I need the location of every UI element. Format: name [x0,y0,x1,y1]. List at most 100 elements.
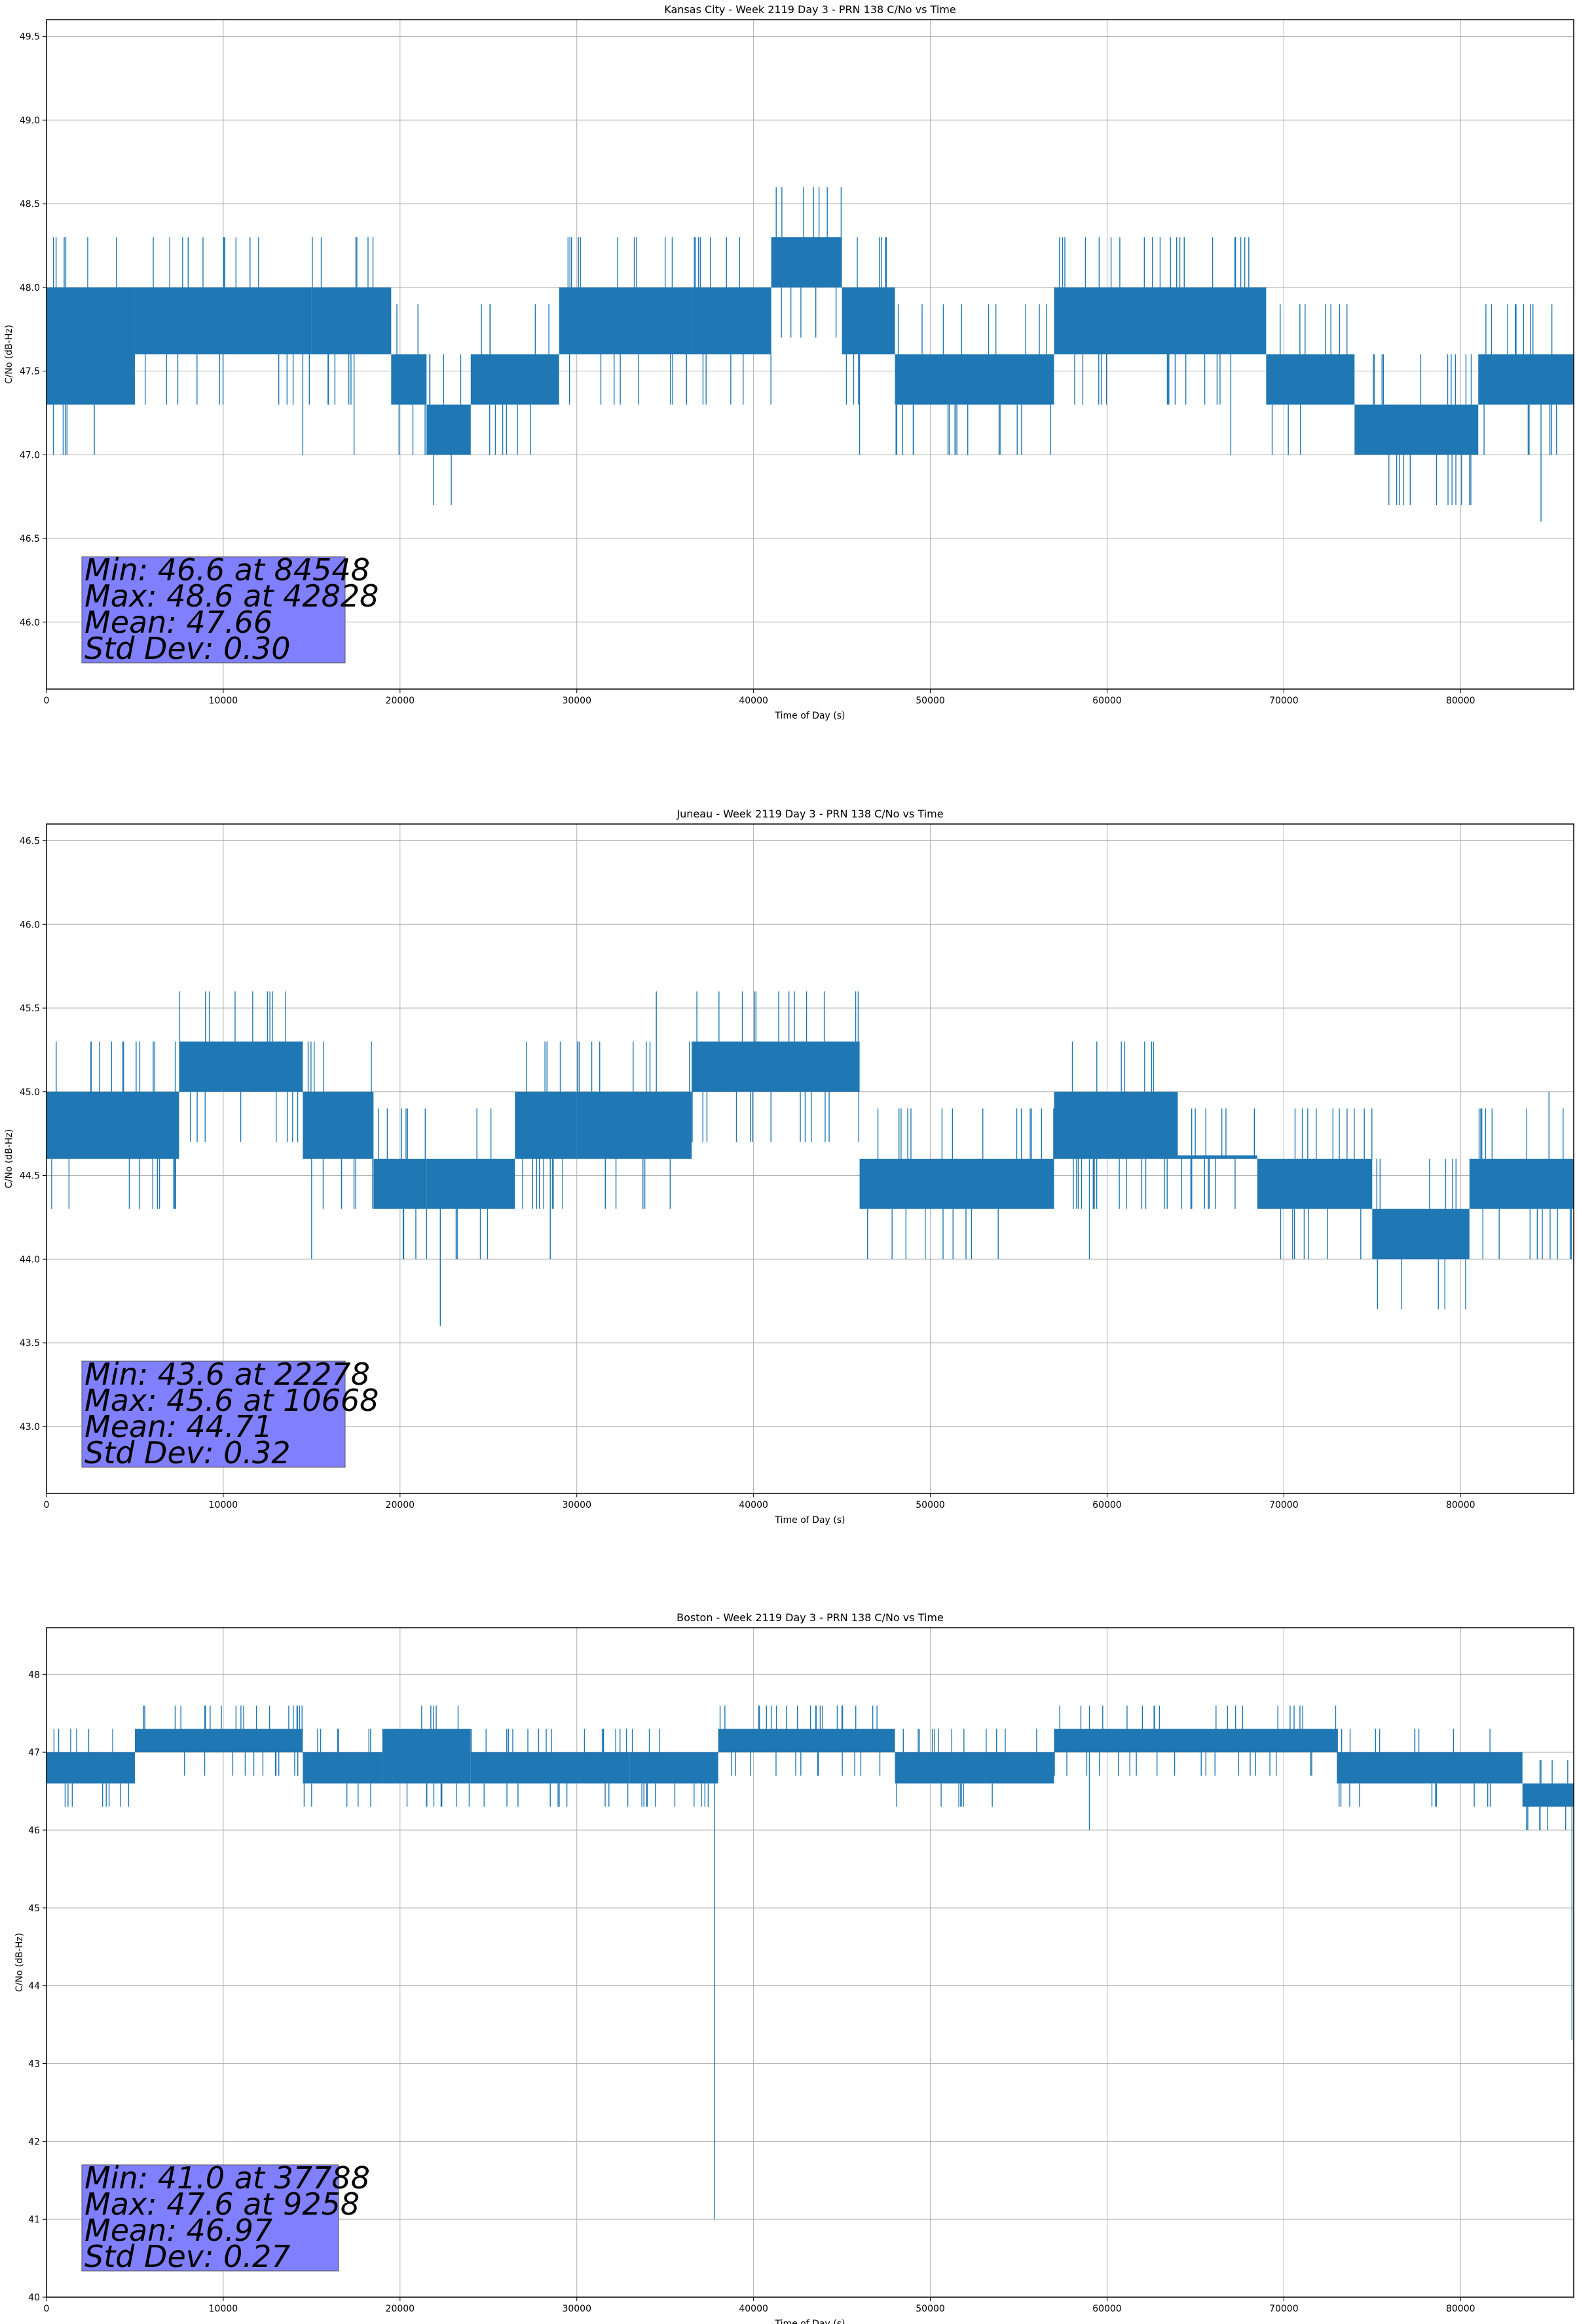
x-tick-label: 80000 [1446,1500,1475,1510]
data-band [426,1108,515,1260]
band-fill [692,1041,860,1092]
data-band [1522,1760,1574,1830]
stats-box-bg [81,556,346,664]
band-fill [718,1729,895,1753]
data-band [1372,1159,1470,1309]
x-axis-label: Time of Day (s) [775,2319,845,2324]
data-band [1054,1705,1337,1776]
band-fill [134,1729,303,1753]
band-fill [1054,1729,1337,1753]
y-tick-label: 48.5 [20,199,40,210]
band-fill [391,354,427,405]
band-fill [895,354,1054,405]
data-band [771,187,842,338]
band-fill [1054,1091,1178,1159]
band-fill [1054,287,1267,354]
stats-std: Std Dev: 0.32 [84,1435,291,1471]
data-band [629,1729,718,1807]
x-tick-label: 60000 [1092,1500,1122,1510]
data-band [373,1108,427,1260]
data-band [179,991,303,1142]
chart-title: Boston - Week 2119 Day 3 - PRN 138 C/No … [677,1611,944,1624]
x-tick-label: 60000 [1092,2304,1122,2314]
data-band [842,237,895,405]
x-tick-label: 50000 [916,2304,945,2314]
y-tick-label: 45 [28,1903,40,1914]
stats-min: Min: 46.6 at 84548 [84,552,370,588]
data-band [470,304,559,455]
x-tick-label: 20000 [386,696,415,706]
chart-title: Juneau - Week 2119 Day 3 - PRN 138 C/No … [676,808,943,820]
y-tick-label: 49.5 [20,32,40,43]
x-tick-label: 0 [44,1500,50,1510]
band-fill [470,354,559,405]
stats-std: Std Dev: 0.27 [84,2239,291,2274]
axes-frame [46,19,1574,690]
y-tick-label: 47.5 [20,367,40,377]
band-fill [426,1159,515,1209]
data-band [46,1041,179,1209]
band-fill [859,1159,948,1209]
y-axis-label: C/No (dB-Hz) [4,1129,14,1188]
y-tick-label: 45.0 [20,1087,40,1098]
band-fill [134,287,312,354]
chart-panel-3: Boston - Week 2119 Day 3 - PRN 138 C/No … [14,1611,1574,2324]
x-tick-label: 60000 [1092,696,1122,706]
y-tick-label: 47.0 [20,450,40,460]
y-tick-label: 43.5 [20,1338,40,1349]
y-tick-label: 48 [28,1670,40,1680]
stats-min: Min: 41.0 at 37788 [84,2160,370,2196]
data-band [134,1705,303,1776]
data-band [515,1041,577,1209]
y-tick-label: 46.5 [20,836,40,847]
band-fill [1354,404,1479,455]
x-tick-label: 50000 [916,696,945,706]
data-series [46,1705,1574,2220]
data-band [559,237,692,405]
x-tick-label: 70000 [1269,2304,1299,2314]
band-fill [1266,354,1355,405]
y-tick-label: 48.0 [20,283,40,293]
band-fill [576,1091,692,1159]
data-band [1478,304,1574,455]
data-band [1178,1108,1257,1209]
stats-min: Min: 43.6 at 22278 [84,1357,370,1392]
data-band [134,237,312,405]
axes-frame [46,1627,1574,2298]
data-band [470,1729,630,1807]
data-band [895,304,1054,455]
data-band [391,304,427,455]
band-fill [46,287,135,405]
y-tick-label: 40 [28,2293,40,2303]
data-band [692,237,771,405]
data-band [311,237,392,405]
band-fill [470,1752,630,1784]
band-fill [842,287,895,354]
y-tick-label: 46.0 [20,920,40,930]
band-fill [948,1159,1054,1209]
y-axis-label: C/No (dB-Hz) [4,325,14,384]
x-axis-label: Time of Day (s) [775,1515,845,1526]
band-fill [771,237,842,288]
x-tick-label: 40000 [739,696,768,706]
band-fill [1372,1209,1470,1260]
band-fill [382,1729,471,1784]
x-tick-label: 20000 [386,2304,415,2314]
stats-std: Std Dev: 0.30 [84,631,291,666]
y-tick-label: 43 [28,2059,40,2069]
data-band [303,1729,382,1807]
x-tick-label: 20000 [386,1500,415,1510]
stats-box-bg [81,1360,346,1468]
data-band [1354,354,1479,505]
data-band [46,237,135,455]
band-fill [311,287,392,354]
y-tick-label: 46.5 [20,534,40,544]
band-fill [1469,1159,1574,1209]
band-fill [515,1091,577,1159]
data-series [46,991,1574,1326]
band-fill [179,1041,303,1092]
